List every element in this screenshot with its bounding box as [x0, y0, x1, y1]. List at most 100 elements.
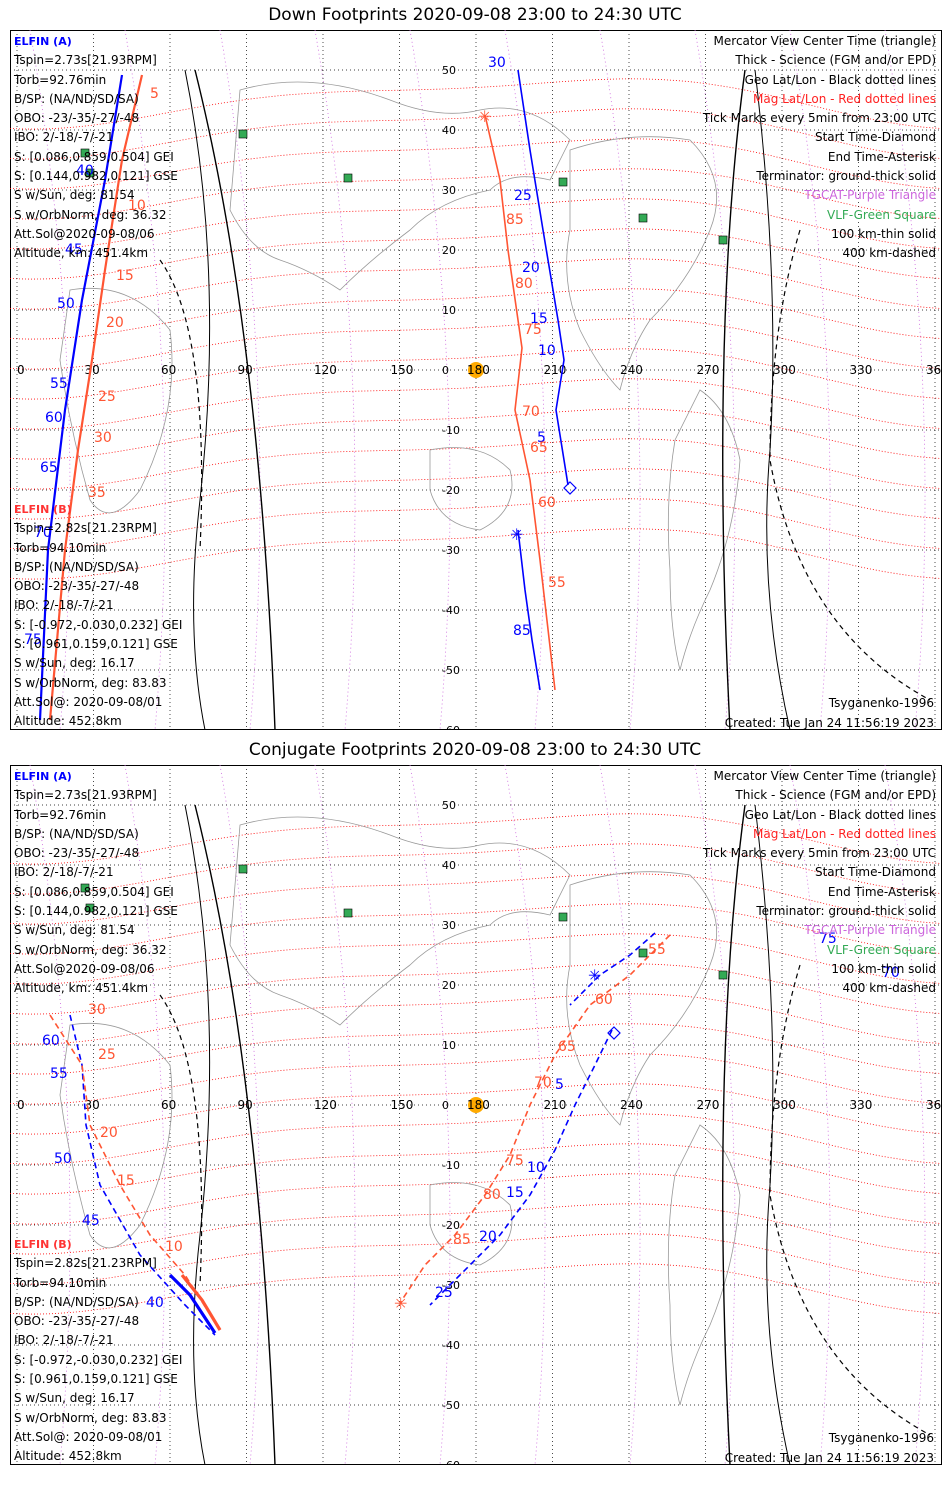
- lat-tick-label: 0: [442, 364, 449, 377]
- sun-icon: [468, 1097, 484, 1113]
- elfin-b-info: ELFIN (B) Tspin=2.82s[21.23RPM] Torb=94.…: [14, 1235, 182, 1467]
- mag-lon-line: [409, 30, 451, 730]
- terminator-100km: [184, 804, 211, 1465]
- lon-tick-label: 240: [620, 363, 643, 377]
- legend-item: End Time-Asterisk: [827, 149, 936, 164]
- lon-tick-label: 180: [467, 363, 490, 377]
- elfin-a-label: ELFIN (A): [14, 770, 72, 783]
- elfin-a-tick-label: 10: [527, 1160, 545, 1176]
- elfin-b-tick-label: 10: [128, 198, 146, 214]
- mag-lon-line: [599, 765, 641, 1465]
- info-line: S: [-0.972,-0.030,0.232] GEI: [14, 617, 183, 632]
- info-line: Altitude: 452.8km: [14, 714, 122, 729]
- vlf-square: [85, 903, 95, 913]
- legend-item: VLF-Green Square: [827, 207, 936, 222]
- elfin-b-track: [399, 934, 671, 1304]
- mag-lat-line: [10, 138, 941, 190]
- elfin-b-tick-label: 70: [534, 1075, 552, 1091]
- elfin-a-tick-label: 25: [435, 1285, 453, 1301]
- mag-lat-line: [10, 1083, 941, 1135]
- info-line: S w/OrbNorm, deg: 83.83: [14, 675, 167, 690]
- info-line: S w/OrbNorm, deg: 83.83: [14, 1410, 167, 1425]
- elfin-b-tick-label: 10: [165, 1239, 183, 1255]
- mag-lat-line: [10, 903, 941, 955]
- vlf-square: [558, 912, 568, 922]
- lat-tick-label: -40: [442, 604, 460, 617]
- elfin-a-tick-label: 70: [34, 525, 52, 541]
- elfin-b-tick-label: 35: [88, 485, 106, 501]
- elfin-a-tick-label: 25: [514, 188, 532, 204]
- elfin-a-tick-label: 20: [479, 1229, 497, 1245]
- lat-tick-label: 50: [442, 64, 456, 77]
- info-line: S w/OrbNorm, deg: 36.32: [14, 207, 167, 222]
- mag-lon-line: [884, 30, 926, 730]
- lat-tick-label: 40: [442, 859, 456, 872]
- coastline: [667, 389, 741, 671]
- coastline: [429, 447, 513, 531]
- elfin-b-tick-label: 80: [515, 276, 533, 292]
- map-canvas-down: 0306090120150180210240270300330360706050…: [10, 30, 942, 730]
- elfin-b-tick-label: 60: [595, 992, 613, 1008]
- lon-tick-label: 300: [773, 1098, 796, 1112]
- info-line: Altitude: 452.8km: [14, 1449, 122, 1464]
- elfin-a-tick-label: 65: [40, 460, 58, 476]
- legend-item: Tick Marks every 5min from 23:00 UTC: [702, 111, 936, 126]
- elfin-b-label: ELFIN (B): [14, 1238, 72, 1251]
- legend-item: Start Time-Diamond: [814, 130, 936, 145]
- info-line: Att.Sol@2020-09-08/06: [14, 961, 155, 976]
- coastline: [59, 1022, 173, 1249]
- mag-lon-line: [124, 30, 166, 730]
- lon-tick-label: 210: [544, 1098, 567, 1112]
- end-asterisk: ✳: [478, 107, 491, 126]
- lon-tick-label: 90: [238, 1098, 253, 1112]
- elfin-b-tick-label: 5: [150, 86, 159, 102]
- created-label: Created: Tue Jan 24 11:56:19 2023: [724, 1451, 934, 1465]
- elfin-b-tick-label: 55: [548, 575, 566, 591]
- terminator-ground: [722, 804, 746, 1465]
- coastline: [566, 871, 718, 1126]
- legend-item: 100 km-thin solid: [831, 226, 936, 241]
- lat-tick-label: 10: [442, 304, 456, 317]
- model-label: Tsyganenko-1996: [828, 696, 934, 710]
- mag-lat-line: [10, 963, 941, 1015]
- info-line: S: [0.086,0.859,0.504] GEI: [14, 149, 174, 164]
- info-line: Tspin=2.82s[21.23RPM]: [14, 521, 157, 536]
- elfin-a-track: [517, 529, 541, 691]
- mag-lat-line: [10, 348, 941, 400]
- info-line: B/SP: (NA/ND/SD/SA): [14, 1294, 139, 1309]
- legend-item: Geo Lat/Lon - Black dotted lines: [744, 807, 936, 822]
- mag-lon-line: [694, 30, 736, 730]
- info-line: IBO: 2/-18/-7/-21: [14, 598, 114, 613]
- elfin-a-tick-label: 75: [24, 632, 42, 648]
- mag-lon-line: [789, 765, 831, 1465]
- legend-item: TGCAT-Purple Triangle: [804, 188, 936, 203]
- legend-item: Start Time-Diamond: [814, 865, 936, 880]
- elfin-b-tick-label: 65: [530, 440, 548, 456]
- elfin-a-track: [517, 69, 569, 486]
- info-line: Altitude, km: 451.4km: [14, 981, 149, 996]
- mag-lon-line: [29, 30, 71, 730]
- elfin-b-tick-label: 75: [524, 322, 542, 338]
- info-line: S: [0.144,0.982,0.121] GSE: [14, 169, 178, 184]
- sun-icon: [468, 362, 484, 378]
- lat-tick-label: 30: [442, 919, 456, 932]
- elfin-b-track: [484, 114, 556, 691]
- info-line: B/SP: (NA/ND/SD/SA): [14, 559, 139, 574]
- start-diamond: [563, 481, 577, 495]
- elfin-a-track: [69, 1014, 216, 1336]
- elfin-b-tick-label: 15: [117, 1173, 135, 1189]
- elfin-a-tick-label: 85: [513, 623, 531, 639]
- lat-tick-label: 50: [442, 799, 456, 812]
- legend: Mercator View Center Time (triangle) Thi…: [703, 767, 936, 999]
- coastline: [429, 1182, 513, 1266]
- vlf-square: [558, 177, 568, 187]
- mag-lat-line: [10, 1263, 941, 1315]
- end-asterisk: ✳: [394, 1294, 407, 1313]
- info-line: S w/Sun, deg: 81.54: [14, 188, 135, 203]
- panel-title-conjugate: Conjugate Footprints 2020-09-08 23:00 to…: [248, 740, 702, 760]
- lat-tick-label: -20: [442, 1219, 460, 1232]
- elfin-a-info: ELFIN (A) Tspin=2.73s[21.93RPM] Torb=92.…: [14, 767, 178, 999]
- lon-tick-label: 240: [620, 1098, 643, 1112]
- elfin-a-tick-label: 5: [537, 430, 546, 446]
- legend-item: VLF-Green Square: [827, 942, 936, 957]
